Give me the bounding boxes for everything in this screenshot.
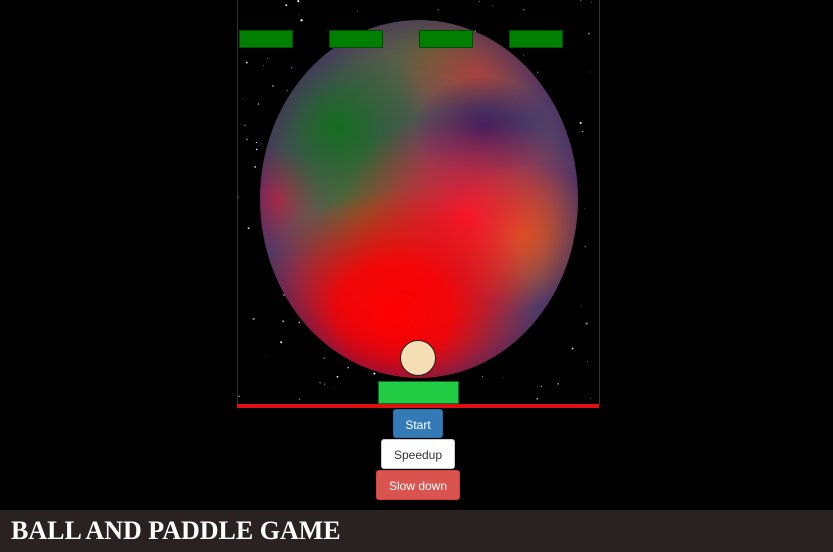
star bbox=[252, 317, 255, 321]
star bbox=[280, 341, 283, 344]
star bbox=[265, 356, 267, 358]
star bbox=[246, 138, 248, 141]
star bbox=[473, 2, 475, 4]
star bbox=[585, 322, 588, 325]
star bbox=[537, 71, 539, 73]
star bbox=[347, 366, 350, 369]
speedup-button[interactable]: Speedup bbox=[381, 439, 455, 469]
star bbox=[571, 347, 574, 350]
star bbox=[580, 305, 582, 307]
star bbox=[588, 32, 591, 35]
star bbox=[257, 103, 260, 105]
star bbox=[267, 57, 268, 59]
star bbox=[298, 14, 300, 16]
brick-4 bbox=[509, 30, 563, 48]
star bbox=[319, 382, 321, 384]
floor-line bbox=[237, 404, 599, 408]
star bbox=[557, 383, 559, 385]
star bbox=[579, 121, 582, 125]
star bbox=[481, 375, 483, 377]
star bbox=[247, 227, 250, 230]
star bbox=[591, 1, 592, 3]
star bbox=[298, 398, 301, 400]
star bbox=[523, 9, 525, 11]
star bbox=[536, 397, 539, 400]
star bbox=[356, 10, 358, 12]
star bbox=[323, 357, 325, 359]
brick-1 bbox=[239, 30, 293, 48]
game-canvas[interactable] bbox=[237, 0, 600, 405]
star bbox=[540, 385, 543, 387]
star bbox=[589, 71, 591, 73]
star bbox=[297, 0, 300, 3]
star bbox=[254, 166, 257, 168]
start-button[interactable]: Start bbox=[393, 409, 443, 438]
star bbox=[333, 387, 335, 388]
star bbox=[373, 372, 376, 375]
star bbox=[582, 130, 584, 133]
ball bbox=[400, 340, 436, 376]
star bbox=[336, 375, 339, 378]
star bbox=[586, 361, 589, 363]
page-title: BALL AND PADDLE GAME bbox=[11, 516, 341, 545]
star bbox=[502, 376, 504, 378]
slowdown-button[interactable]: Slow down bbox=[376, 470, 460, 500]
planet-background bbox=[260, 20, 578, 378]
star bbox=[282, 320, 285, 323]
star bbox=[255, 148, 258, 151]
star bbox=[242, 98, 244, 100]
star bbox=[263, 65, 264, 66]
star bbox=[271, 84, 274, 88]
brick-2 bbox=[329, 30, 383, 48]
star bbox=[285, 4, 288, 7]
star bbox=[437, 9, 439, 11]
star bbox=[324, 383, 326, 385]
star bbox=[479, 0, 481, 2]
paddle[interactable] bbox=[378, 381, 459, 404]
star bbox=[255, 141, 258, 144]
star bbox=[590, 397, 592, 399]
star bbox=[584, 207, 585, 209]
star bbox=[298, 321, 301, 324]
star bbox=[238, 196, 239, 199]
star bbox=[238, 395, 241, 398]
star bbox=[300, 19, 303, 22]
star bbox=[491, 5, 493, 7]
star bbox=[584, 246, 586, 248]
star bbox=[244, 124, 246, 127]
star bbox=[260, 143, 262, 145]
star bbox=[522, 54, 524, 56]
footer-bar: BALL AND PADDLE GAME bbox=[0, 510, 833, 552]
star bbox=[580, 0, 582, 2]
star bbox=[245, 61, 248, 64]
brick-3 bbox=[419, 30, 473, 48]
star bbox=[286, 89, 288, 92]
star bbox=[291, 67, 293, 69]
